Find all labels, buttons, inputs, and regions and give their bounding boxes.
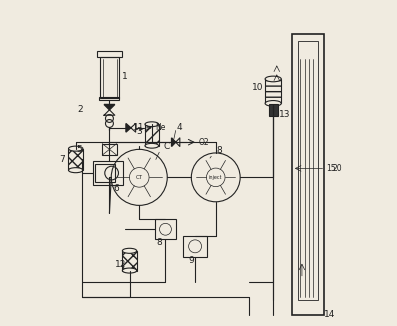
Polygon shape xyxy=(126,124,131,132)
Bar xyxy=(155,219,176,239)
Bar xyxy=(292,34,324,315)
Text: 4: 4 xyxy=(177,123,183,132)
Ellipse shape xyxy=(265,100,281,106)
Bar xyxy=(145,124,159,146)
Ellipse shape xyxy=(122,268,137,273)
Text: 8: 8 xyxy=(157,238,163,247)
Bar xyxy=(100,57,119,98)
Ellipse shape xyxy=(145,143,159,148)
Text: 14: 14 xyxy=(324,310,335,319)
Ellipse shape xyxy=(145,122,159,126)
Ellipse shape xyxy=(265,76,281,82)
Ellipse shape xyxy=(122,248,137,253)
Bar xyxy=(265,79,281,103)
Text: 1: 1 xyxy=(122,72,128,81)
Bar xyxy=(95,164,115,182)
Bar xyxy=(97,51,121,57)
Polygon shape xyxy=(104,104,115,110)
Text: 8: 8 xyxy=(216,146,222,155)
Text: 11: 11 xyxy=(133,123,145,132)
Bar xyxy=(102,144,117,155)
Text: C: C xyxy=(163,142,170,151)
Text: CT: CT xyxy=(136,175,143,180)
Ellipse shape xyxy=(69,146,83,151)
Text: 15: 15 xyxy=(326,164,335,173)
Bar xyxy=(269,104,278,116)
Text: O2: O2 xyxy=(198,138,209,147)
Text: 6: 6 xyxy=(113,185,119,193)
Text: Ne: Ne xyxy=(155,123,166,132)
Text: 12: 12 xyxy=(115,260,127,269)
Text: 5: 5 xyxy=(76,145,82,154)
Ellipse shape xyxy=(69,168,83,173)
Text: inject: inject xyxy=(209,175,222,180)
Polygon shape xyxy=(172,138,176,146)
Bar xyxy=(122,251,137,271)
Text: 10: 10 xyxy=(252,83,263,92)
Bar xyxy=(183,236,207,257)
Text: 13: 13 xyxy=(279,110,291,119)
Text: 20: 20 xyxy=(332,164,342,173)
Bar xyxy=(298,41,318,300)
Text: 9: 9 xyxy=(189,256,194,265)
Text: 7: 7 xyxy=(59,155,65,164)
Bar xyxy=(99,97,119,100)
Bar xyxy=(69,149,83,170)
Text: 2: 2 xyxy=(77,105,83,114)
Text: 3: 3 xyxy=(137,127,142,136)
Bar xyxy=(93,161,123,185)
